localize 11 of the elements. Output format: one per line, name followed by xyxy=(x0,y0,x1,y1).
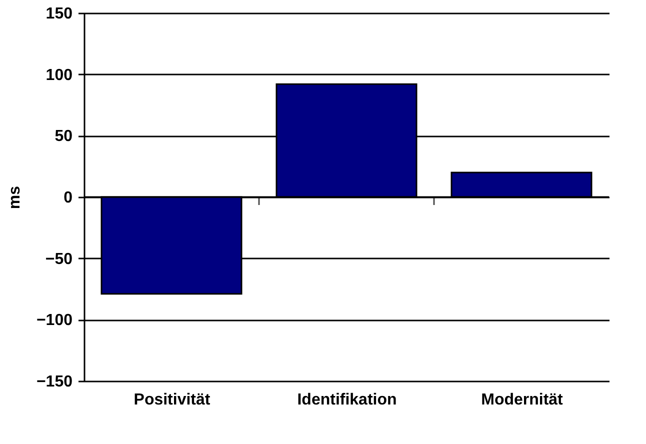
x-tick-label: Identifikation xyxy=(297,392,397,408)
y-tick-label: −150 xyxy=(36,374,73,390)
y-tick-label: 100 xyxy=(46,66,73,84)
x-tick-label: Modernität xyxy=(481,392,564,408)
y-axis-title: ms xyxy=(6,186,24,210)
y-tick-label: 150 xyxy=(46,6,73,22)
x-tick-label: Positivität xyxy=(134,392,211,408)
y-tick-label: −100 xyxy=(36,312,73,330)
y-tick-label: 0 xyxy=(64,190,73,206)
y-tick-label: 50 xyxy=(54,128,73,146)
y-tick-label: −50 xyxy=(45,250,73,268)
